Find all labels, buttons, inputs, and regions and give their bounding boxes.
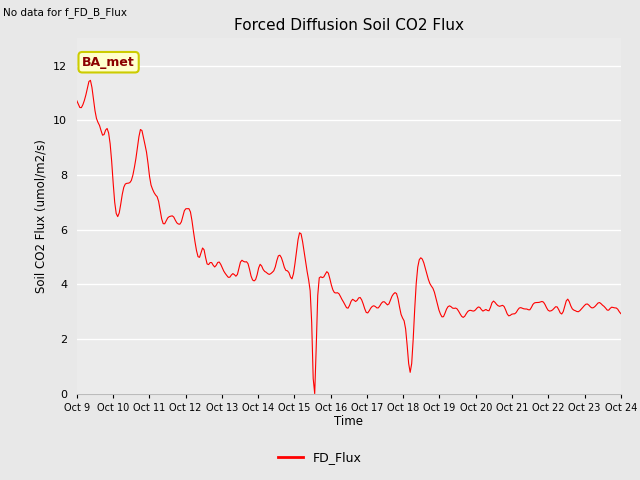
Text: BA_met: BA_met <box>82 56 135 69</box>
Text: No data for f_FD_B_Flux: No data for f_FD_B_Flux <box>3 7 127 18</box>
X-axis label: Time: Time <box>334 415 364 429</box>
Y-axis label: Soil CO2 Flux (umol/m2/s): Soil CO2 Flux (umol/m2/s) <box>35 139 47 293</box>
Legend: FD_Flux: FD_Flux <box>273 446 367 469</box>
Title: Forced Diffusion Soil CO2 Flux: Forced Diffusion Soil CO2 Flux <box>234 18 464 33</box>
